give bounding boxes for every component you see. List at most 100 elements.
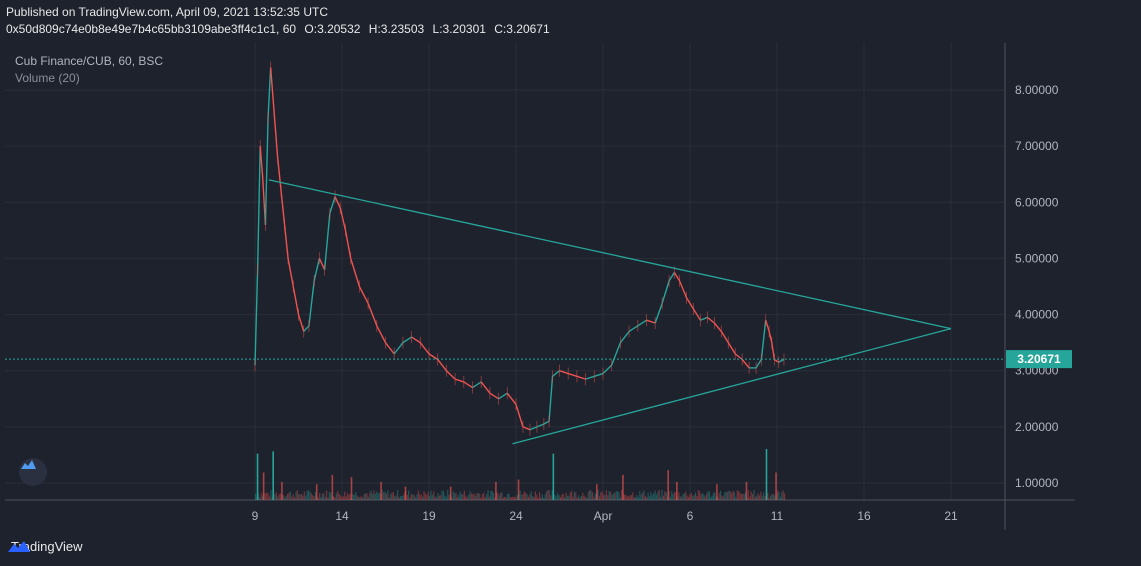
volume-bar <box>661 489 663 500</box>
volume-bar <box>562 493 564 500</box>
volume-bar <box>466 497 468 500</box>
volume-bar <box>271 496 273 500</box>
volume-bar <box>646 497 648 500</box>
volume-bar <box>462 494 464 500</box>
volume-bar <box>305 495 307 500</box>
volume-bar <box>583 495 585 500</box>
volume-bar <box>771 494 773 500</box>
volume-bar <box>749 496 751 500</box>
tradingview-logo-badge[interactable] <box>19 458 47 486</box>
volume-bar <box>401 495 403 500</box>
x-tick-label: 21 <box>944 509 958 523</box>
high-value: H:3.23503 <box>368 22 425 36</box>
volume-bar <box>342 495 344 500</box>
volume-bar <box>616 491 619 500</box>
volume-bar <box>675 491 677 500</box>
volume-bar <box>465 495 467 500</box>
volume-bar <box>394 496 396 500</box>
volume-bar <box>288 492 290 500</box>
price-segment <box>515 404 524 428</box>
volume-bar <box>387 490 389 500</box>
volume-bar <box>714 492 716 500</box>
volume-bar <box>409 497 411 500</box>
volume-bar <box>662 495 665 500</box>
footer-brand[interactable]: TradingView <box>7 539 83 554</box>
price-segment <box>339 207 347 231</box>
volume-bar <box>413 495 415 500</box>
volume-bar <box>423 490 425 500</box>
volume-bar <box>447 490 449 500</box>
volume-bar <box>384 491 386 500</box>
price-segment <box>559 370 569 375</box>
volume-bar <box>740 494 743 500</box>
volume-bar <box>701 493 704 500</box>
volume-bar <box>710 496 712 500</box>
volume-bar <box>480 497 482 500</box>
volume-bar <box>612 493 614 500</box>
volume-bar <box>359 497 361 500</box>
price-segment <box>334 196 341 209</box>
volume-bar <box>775 472 777 500</box>
volume-bar <box>575 492 577 500</box>
volume-bar <box>647 492 649 500</box>
price-segment <box>646 319 656 324</box>
symbol-label: 0x50d809c74e0b8e49e7b4c65bb3109abe3ff4c1… <box>6 22 297 36</box>
volume-bar <box>679 496 681 500</box>
volume-bar <box>307 490 310 500</box>
volume-bar <box>459 491 461 500</box>
volume-bar <box>444 495 446 500</box>
volume-bar <box>633 497 635 500</box>
chart-frame[interactable]: 1.00000 2.00000 3.00000 4.00000 5.00000 6.000… <box>5 43 1075 530</box>
volume-bar <box>742 493 744 500</box>
volume-bar <box>511 497 513 500</box>
volume-bar <box>689 494 691 500</box>
price-segment <box>259 146 264 180</box>
volume-bar <box>576 497 578 500</box>
volume-bar <box>731 493 733 500</box>
volume-bar <box>706 493 708 500</box>
volume-bar <box>452 491 454 500</box>
price-chart[interactable]: 1.000002.000003.000004.000005.000006.000… <box>5 43 1075 530</box>
volume-bar <box>306 490 308 500</box>
volume-bar <box>747 489 749 500</box>
volume-bar <box>522 494 524 500</box>
price-segment <box>700 316 708 321</box>
volume-bar <box>735 496 737 500</box>
volume-bar <box>315 484 318 500</box>
volume-bar <box>541 494 543 500</box>
volume-bar <box>323 493 325 500</box>
volume-bar <box>676 481 678 500</box>
volume-bar <box>434 497 436 500</box>
price-segment <box>673 272 681 282</box>
volume-bar <box>338 493 340 500</box>
volume-bar <box>640 494 642 500</box>
price-segment <box>269 67 275 113</box>
volume-bar <box>508 493 510 500</box>
volume-bar <box>530 491 532 500</box>
volume-bar <box>388 497 390 500</box>
volume-bar <box>467 494 470 500</box>
volume-bar <box>461 494 463 500</box>
price-segment <box>480 381 491 394</box>
trendline-support <box>512 327 952 445</box>
volume-bar <box>362 497 364 500</box>
volume-bar <box>376 491 378 500</box>
volume-bar <box>569 492 571 500</box>
volume-bar <box>483 492 485 500</box>
volume-bar <box>519 490 521 500</box>
volume-bar <box>448 495 450 500</box>
volume-bar <box>495 481 497 500</box>
price-segment <box>536 423 545 428</box>
x-tick-label: 16 <box>857 509 871 523</box>
volume-bar <box>628 496 630 500</box>
volume-bar <box>534 491 536 500</box>
volume-bar <box>582 492 584 500</box>
volume-bar <box>669 496 672 500</box>
volume-bar <box>751 493 754 500</box>
volume-bar <box>435 496 438 500</box>
volume-bar <box>572 496 574 500</box>
volume-bar <box>455 492 457 500</box>
volume-bar <box>486 494 488 500</box>
volume-bar <box>550 495 552 500</box>
price-segment <box>350 258 361 287</box>
